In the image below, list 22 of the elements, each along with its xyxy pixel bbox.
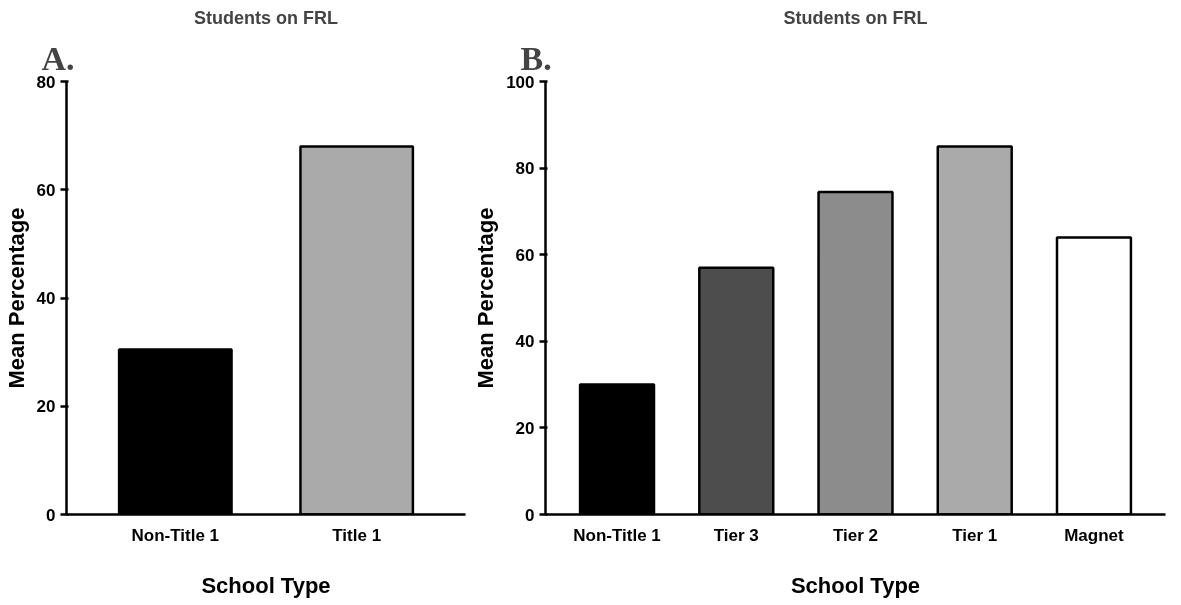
- x-tick-label: Title 1: [332, 525, 382, 545]
- y-tick-label: 80: [515, 159, 535, 179]
- y-axis-title: Mean Percentage: [3, 207, 29, 389]
- x-tick-label: Non-Title 1: [573, 525, 661, 545]
- chart-title: Students on FRL: [783, 7, 928, 28]
- y-tick-label: 0: [46, 505, 56, 525]
- y-tick-label: 60: [515, 245, 535, 265]
- x-axis-title: School Type: [790, 572, 921, 598]
- y-tick-label: 40: [515, 332, 535, 352]
- y-tick-label: 0: [525, 505, 535, 525]
- y-tick-label: 20: [515, 418, 535, 438]
- y-tick-label: 60: [36, 180, 56, 200]
- chart-title: Students on FRL: [194, 7, 338, 28]
- x-tick-label: Magnet: [1064, 525, 1125, 545]
- x-tick-label: Tier 2: [832, 525, 879, 545]
- x-tick-label: Tier 3: [713, 525, 759, 545]
- x-axis-title: School Type: [201, 572, 331, 598]
- y-axis-title: Mean Percentage: [473, 207, 499, 389]
- y-tick-label: 20: [36, 397, 56, 417]
- x-tick-label: Tier 1: [952, 525, 998, 545]
- y-tick-label: 40: [36, 289, 56, 308]
- x-tick-label: Non-Title 1: [131, 525, 220, 545]
